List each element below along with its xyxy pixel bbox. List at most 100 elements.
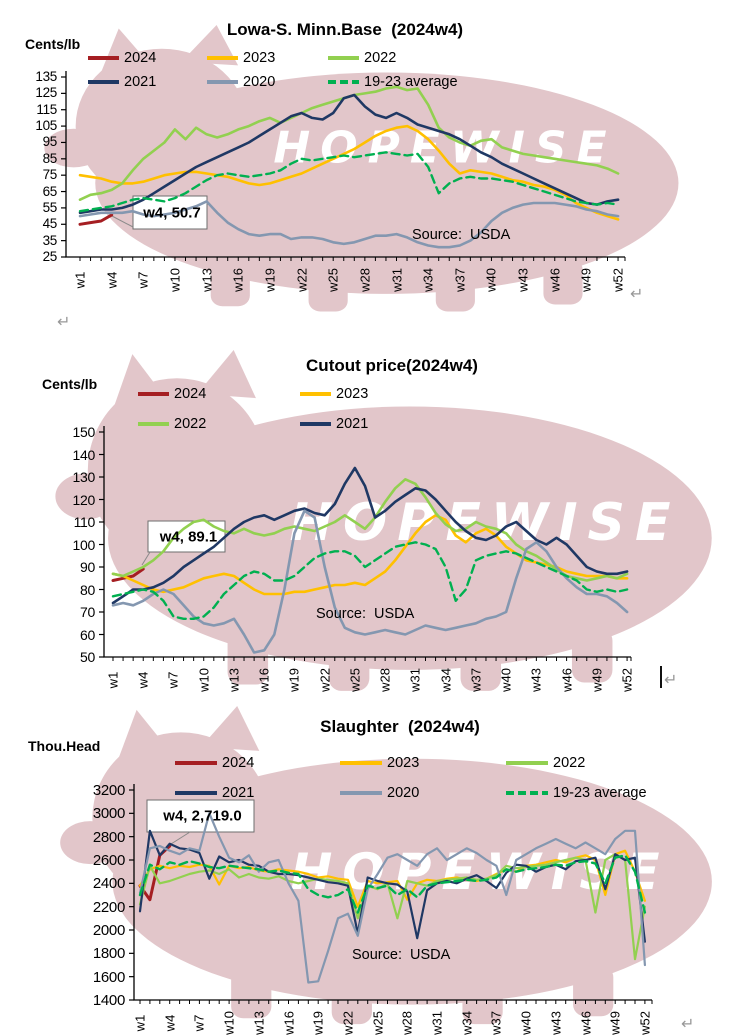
axis-units-label: Cents/lb bbox=[25, 36, 81, 52]
text-cursor bbox=[660, 666, 662, 688]
x-tick-label: w22 bbox=[317, 668, 333, 692]
x-tick-label: w4 bbox=[104, 271, 120, 289]
plot-area bbox=[129, 784, 653, 1004]
source-label: Source: USDA bbox=[352, 947, 451, 963]
chart-iowa-minn-base: HOPEWISE Lowa-S. Minn.Base (2024w4) Cents/… bbox=[0, 0, 734, 345]
series-2020-line bbox=[138, 812, 647, 984]
series-2024-line bbox=[78, 213, 114, 226]
legend-label: 2024 bbox=[174, 386, 207, 402]
legend-line-swatch bbox=[138, 392, 169, 396]
annotation-leader-line bbox=[170, 831, 191, 845]
legend-label: 2022 bbox=[174, 416, 207, 432]
x-tick-label: w28 bbox=[357, 268, 373, 292]
legend-item-2021: 2021 bbox=[88, 74, 157, 90]
chart-title: Cutout price(2024w4) bbox=[306, 356, 478, 375]
plot-area bbox=[61, 71, 626, 261]
x-tick-label: w31 bbox=[429, 1011, 445, 1035]
y-tick-label: 100 bbox=[72, 536, 96, 553]
annotation-leader-line bbox=[141, 551, 151, 566]
legend-line-swatch bbox=[138, 422, 169, 426]
x-tick-label: w34 bbox=[438, 668, 454, 692]
y-tick-label: 45 bbox=[42, 216, 58, 232]
x-tick-label: w19 bbox=[310, 1011, 326, 1035]
legend-line-swatch bbox=[300, 392, 331, 396]
y-tick-label: 125 bbox=[35, 85, 57, 101]
legend-item-2022: 2022 bbox=[506, 755, 585, 771]
x-tick-label: w13 bbox=[199, 268, 215, 292]
paragraph-mark: ↵ bbox=[664, 670, 678, 689]
legend-item-2020: 2020 bbox=[340, 785, 419, 801]
x-tick-label: w46 bbox=[578, 1011, 593, 1035]
x-tick-label: w34 bbox=[459, 1011, 475, 1035]
y-tick-label: 2600 bbox=[92, 852, 125, 869]
legend-label: 2022 bbox=[364, 50, 397, 66]
x-tick-label: w43 bbox=[515, 268, 531, 292]
series-2020-line bbox=[111, 509, 629, 654]
x-tick-label: w49 bbox=[578, 268, 594, 292]
x-tick-label: w1 bbox=[72, 271, 88, 289]
x-tick-label: w10 bbox=[167, 268, 183, 292]
legend-line-swatch bbox=[175, 791, 217, 795]
legend-label: 2021 bbox=[222, 785, 255, 801]
chart-title: Slaughter (2024w4) bbox=[320, 717, 480, 736]
legend-line-swatch bbox=[328, 56, 359, 60]
y-tick-label: 65 bbox=[42, 183, 58, 199]
axis-units-label: Thou.Head bbox=[28, 738, 101, 754]
series-2020-line bbox=[78, 200, 620, 249]
x-tick-label: w43 bbox=[548, 1011, 564, 1035]
x-tick-label: w52 bbox=[610, 268, 626, 292]
x-tick-label: w16 bbox=[256, 668, 272, 692]
x-tick-label: w19 bbox=[286, 668, 302, 692]
x-tick-label: w34 bbox=[420, 268, 436, 292]
y-tick-label: 25 bbox=[42, 249, 58, 264]
y-tick-label: 1800 bbox=[92, 945, 125, 963]
y-tick-label: 1600 bbox=[92, 968, 125, 986]
source-label: Source: USDA bbox=[412, 227, 511, 243]
source-label: Source: USDA bbox=[316, 606, 415, 622]
x-tick-label: w40 bbox=[518, 1011, 534, 1035]
legend-label: 2023 bbox=[336, 386, 369, 402]
y-tick-label: 2400 bbox=[92, 875, 125, 893]
legend-item-2023: 2023 bbox=[207, 50, 275, 66]
y-tick-label: 60 bbox=[80, 626, 95, 643]
y-tick-label: 120 bbox=[72, 491, 96, 508]
paragraph-mark: ↵ bbox=[681, 1014, 695, 1033]
legend-item-2023: 2023 bbox=[300, 386, 369, 402]
y-tick-label: 55 bbox=[42, 199, 58, 215]
legend-label: 2021 bbox=[124, 74, 157, 90]
paragraph-mark: ↵ bbox=[630, 284, 644, 303]
annotation-callout-box bbox=[146, 799, 255, 833]
series-19-23-average-line bbox=[138, 854, 647, 914]
legend-label: 2020 bbox=[243, 74, 276, 90]
legend-line-swatch bbox=[340, 761, 382, 765]
x-tick-label: w49 bbox=[607, 1011, 623, 1035]
x-tick-label: w37 bbox=[468, 668, 484, 692]
legend-item-2024: 2024 bbox=[88, 50, 156, 66]
y-tick-label: 3000 bbox=[92, 805, 125, 823]
legend-line-swatch bbox=[175, 761, 217, 765]
legend-line-swatch bbox=[506, 791, 548, 795]
chart-slaughter: HOPEWISE Slaughter (2024w4) Thou.Head 2024 2… bbox=[0, 700, 734, 1036]
legend-item-2022: 2022 bbox=[328, 50, 397, 66]
x-tick-label: w37 bbox=[452, 268, 468, 292]
y-tick-label: 35 bbox=[42, 232, 58, 248]
legend-label: 2023 bbox=[387, 755, 420, 771]
x-tick-label: w7 bbox=[135, 271, 151, 289]
paragraph-mark: ↵ bbox=[57, 312, 71, 331]
x-tick-label: w28 bbox=[377, 668, 393, 692]
legend-line-swatch bbox=[300, 422, 331, 426]
x-tick-label: w46 bbox=[559, 668, 575, 692]
y-tick-label: 110 bbox=[73, 514, 96, 530]
legend-line-swatch bbox=[207, 56, 238, 60]
x-tick-label: w10 bbox=[196, 668, 212, 692]
y-tick-label: 50 bbox=[80, 649, 95, 665]
annotation-text: w4, 2,719.0 bbox=[163, 807, 242, 825]
chart-title: Lowa-S. Minn.Base (2024w4) bbox=[226, 20, 464, 39]
annotation-text: w4, 89.1 bbox=[159, 528, 218, 545]
series-2021-line bbox=[78, 93, 620, 215]
series-19-23-average-line bbox=[111, 541, 629, 620]
x-tick-label: w31 bbox=[389, 268, 404, 292]
x-tick-label: w52 bbox=[637, 1011, 653, 1035]
y-tick-label: 75 bbox=[42, 167, 58, 183]
chart-cutout-price: HOPEWISE Cutout price(2024w4) Cents/lb 2024… bbox=[0, 345, 734, 700]
